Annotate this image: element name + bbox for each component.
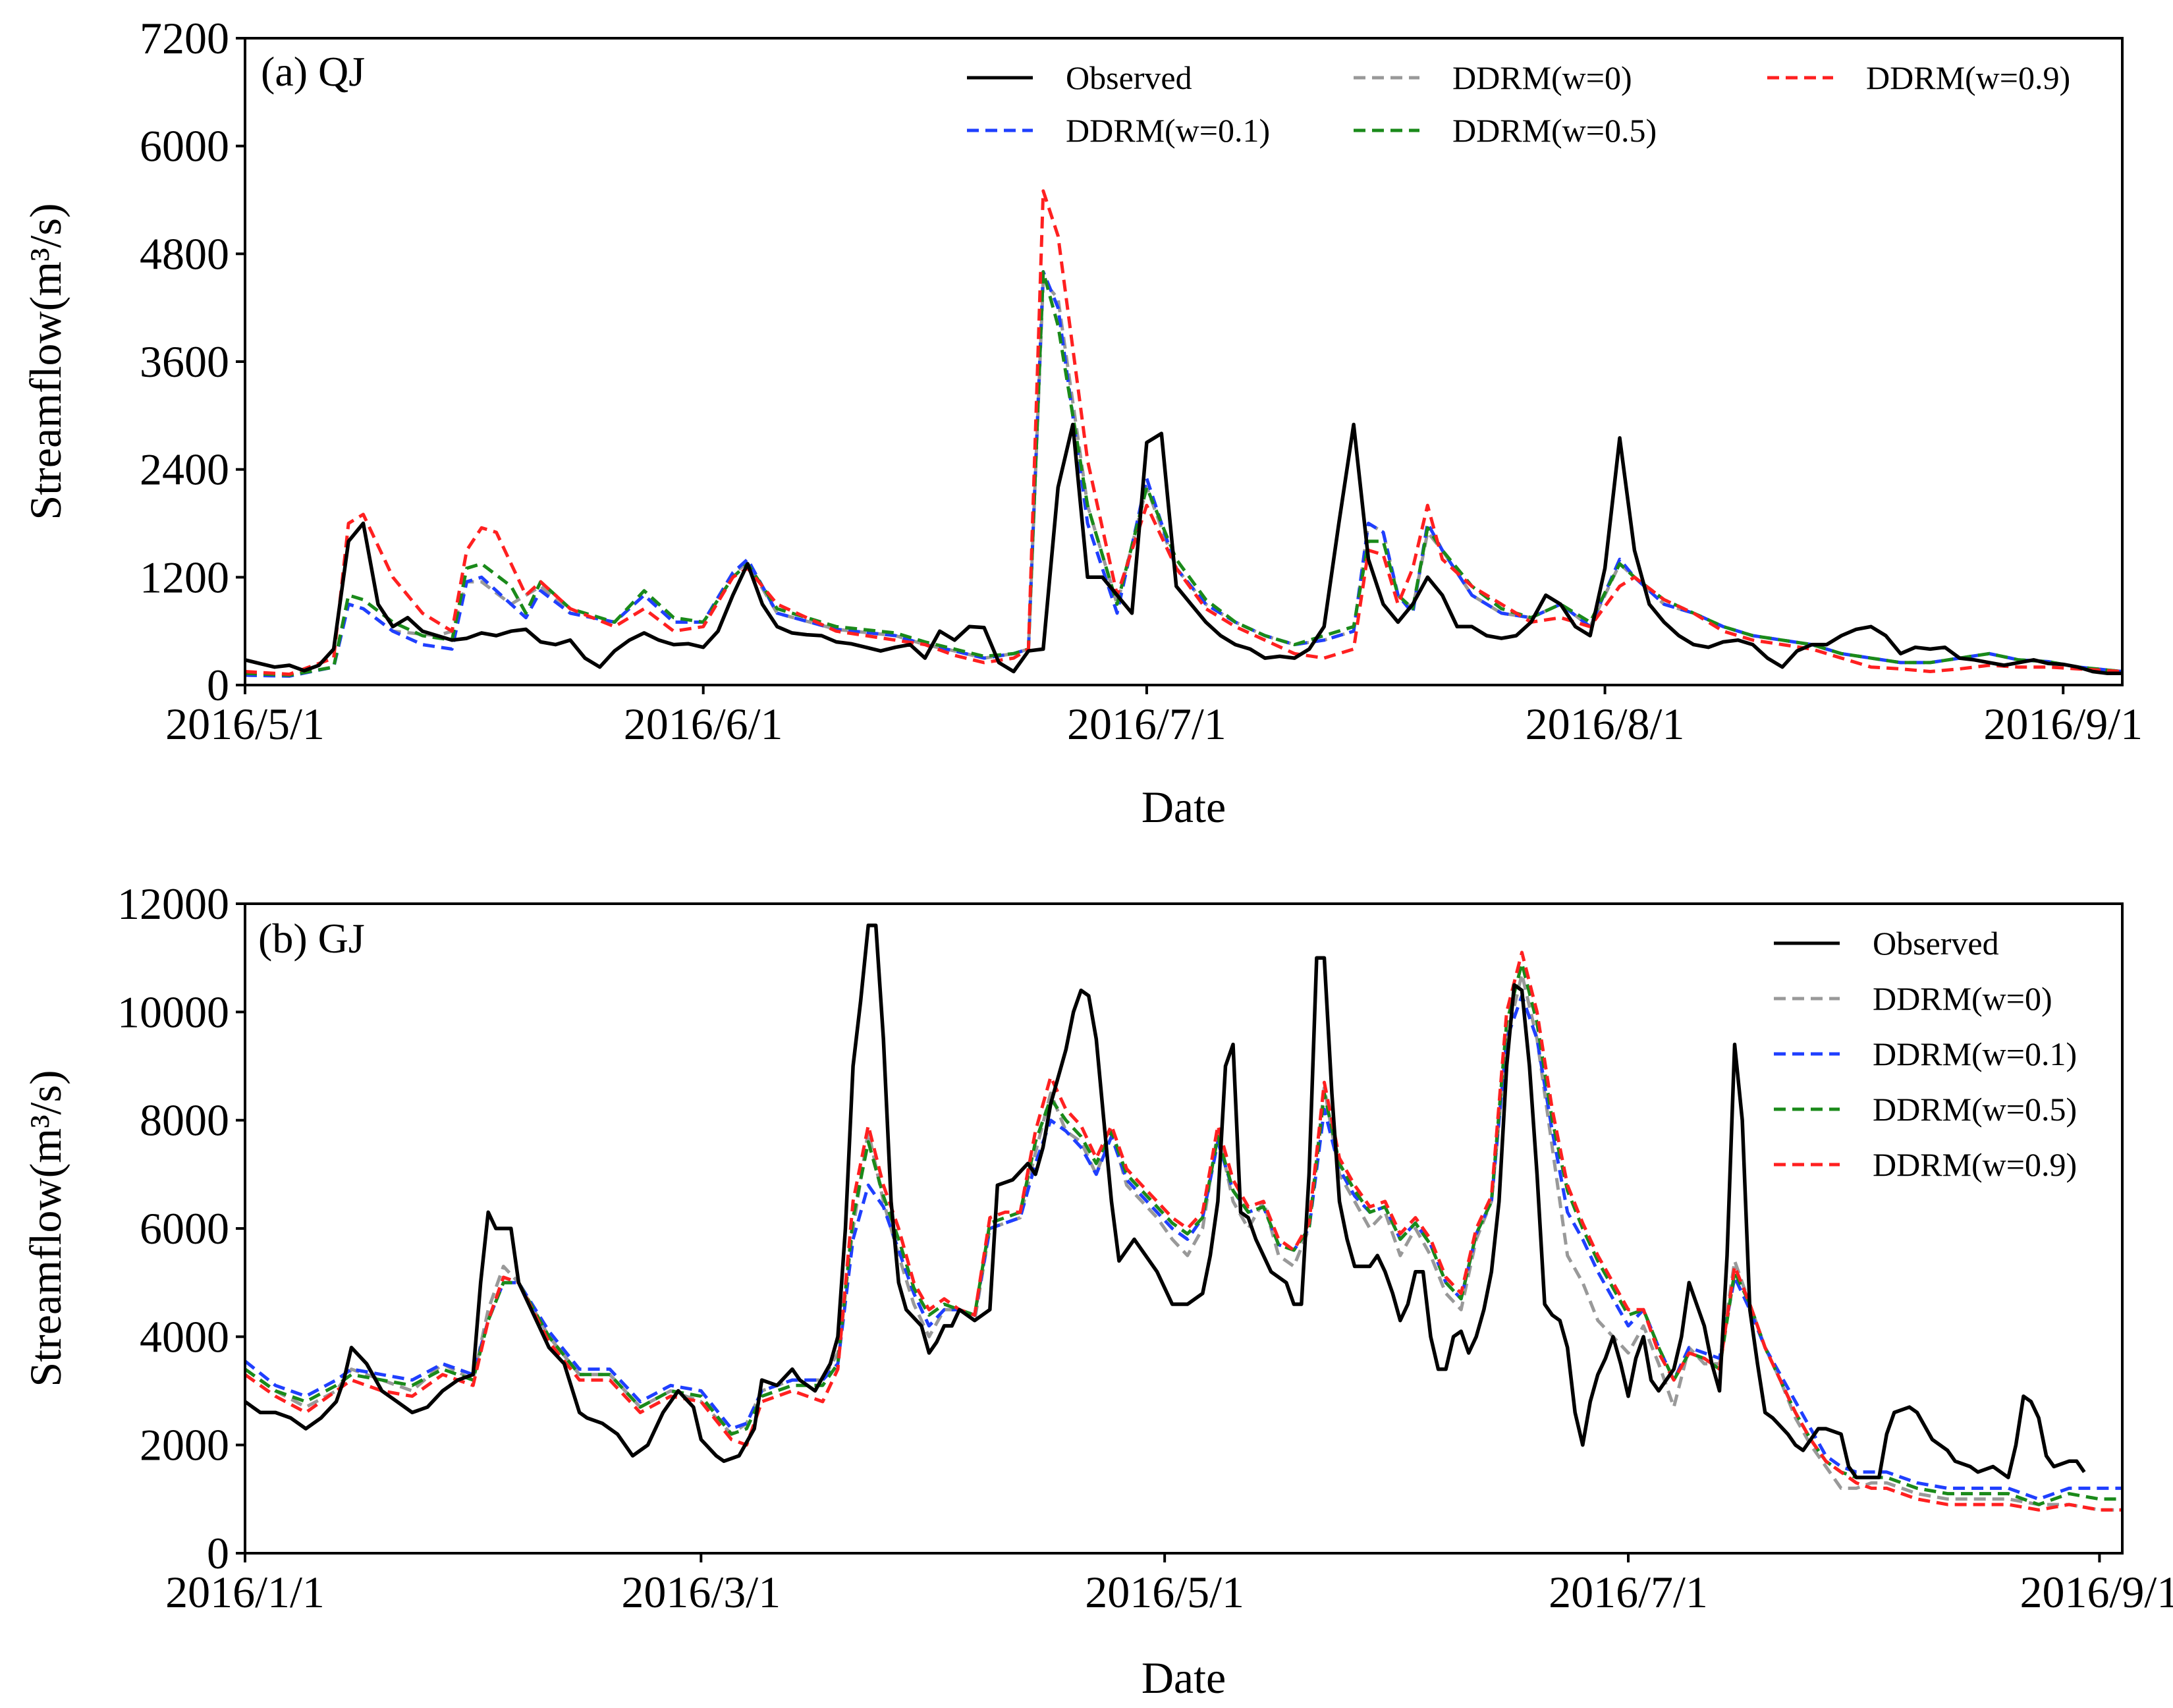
legend-item: DDRM(w=0.1) bbox=[1774, 1035, 2077, 1072]
series-ddrm-w-0-5-line bbox=[245, 270, 2122, 677]
panel-a-lines bbox=[245, 189, 2122, 678]
panel-a-frame bbox=[244, 37, 2124, 686]
x-tick-label: 2016/3/1 bbox=[621, 1567, 781, 1617]
panel-b-label: (b) GJ bbox=[258, 915, 365, 962]
x-tick-label: 2016/9/1 bbox=[1983, 699, 2143, 749]
x-tick-label: 2016/7/1 bbox=[1549, 1567, 1708, 1617]
y-tick-label: 7200 bbox=[140, 13, 229, 63]
legend-label: DDRM(w=0.1) bbox=[1873, 1035, 2077, 1072]
x-tick-label: 2016/9/1 bbox=[2020, 1567, 2173, 1617]
legend-label: DDRM(w=0.5) bbox=[1452, 112, 1657, 149]
series-ddrm-w-0-9-line bbox=[245, 950, 2122, 1512]
y-tick-label: 6000 bbox=[140, 121, 229, 171]
y-tick-label: 0 bbox=[207, 660, 229, 710]
legend-item: DDRM(w=0.9) bbox=[1767, 59, 2070, 96]
legend-item: DDRM(w=0) bbox=[1774, 980, 2052, 1017]
legend-label: Observed bbox=[1066, 59, 1192, 96]
legend-item: DDRM(w=0.1) bbox=[967, 112, 1270, 149]
legend-item: DDRM(w=0) bbox=[1354, 59, 1632, 96]
legend-item: Observed bbox=[967, 59, 1192, 96]
series-observed-line bbox=[245, 422, 2122, 676]
y-tick-label: 2000 bbox=[140, 1420, 229, 1470]
legend-label: DDRM(w=0.1) bbox=[1066, 112, 1270, 149]
panel-b-lines bbox=[245, 923, 2122, 1512]
legend-item: DDRM(w=0.5) bbox=[1354, 112, 1657, 149]
legend-item: DDRM(w=0.9) bbox=[1774, 1146, 2077, 1183]
series-ddrm-w-0-1-line bbox=[245, 994, 2122, 1501]
panel-a-legend: Observed DDRM(w=0) DDRM(w=0.1) DDRM(w=0.5) D… bbox=[967, 59, 2070, 149]
panel-a-x-title: Date bbox=[1142, 782, 1226, 832]
x-tick-label: 2016/8/1 bbox=[1526, 699, 1685, 749]
legend-label: DDRM(w=0) bbox=[1452, 59, 1632, 96]
panel-b-x-axis: 2016/1/1 2016/3/1 2016/5/1 2016/7/1 2016/9/1 bbox=[165, 1553, 2173, 1617]
x-tick-label: 2016/6/1 bbox=[624, 699, 783, 749]
y-tick-label: 2400 bbox=[140, 445, 229, 495]
series-observed-line bbox=[245, 923, 2086, 1479]
panel-a-x-axis: 2016/5/1 2016/6/1 2016/7/1 2016/8/1 2016/9/1 bbox=[165, 685, 2143, 749]
y-tick-label: 10000 bbox=[117, 987, 229, 1037]
panel-b-y-axis: 0 2000 4000 6000 8000 10000 12000 bbox=[117, 879, 245, 1578]
legend-label: DDRM(w=0) bbox=[1873, 980, 2052, 1017]
panel-a: 0 1200 2400 3600 4800 6000 7200 2016/5/1 2016/6… bbox=[20, 13, 2143, 832]
legend-label: DDRM(w=0.5) bbox=[1873, 1091, 2077, 1128]
legend-item: Observed bbox=[1774, 925, 1999, 962]
legend-label: DDRM(w=0.9) bbox=[1873, 1146, 2077, 1183]
legend-label: Observed bbox=[1873, 925, 1999, 962]
panel-b-legend: Observed DDRM(w=0) DDRM(w=0.1) DDRM(w=0.5) D… bbox=[1774, 925, 2077, 1183]
series-ddrm-w-0-line bbox=[245, 972, 2122, 1512]
x-tick-label: 2016/5/1 bbox=[1085, 1567, 1244, 1617]
y-tick-label: 12000 bbox=[117, 879, 229, 929]
series-ddrm-w-0-5-line bbox=[245, 961, 2122, 1506]
y-tick-label: 0 bbox=[207, 1528, 229, 1578]
legend-item: DDRM(w=0.5) bbox=[1774, 1091, 2077, 1128]
x-tick-label: 2016/1/1 bbox=[165, 1567, 325, 1617]
y-tick-label: 6000 bbox=[140, 1203, 229, 1253]
panel-a-label: (a) QJ bbox=[261, 48, 365, 95]
y-tick-label: 3600 bbox=[140, 337, 229, 387]
y-tick-label: 1200 bbox=[140, 552, 229, 602]
y-tick-label: 8000 bbox=[140, 1095, 229, 1145]
y-tick-label: 4000 bbox=[140, 1311, 229, 1362]
panel-a-y-title: Streamflow(m³/s) bbox=[20, 203, 70, 520]
legend-label: DDRM(w=0.9) bbox=[1866, 59, 2070, 96]
x-tick-label: 2016/5/1 bbox=[165, 699, 325, 749]
panel-b-y-title: Streamflow(m³/s) bbox=[20, 1070, 70, 1387]
panel-b-frame bbox=[244, 902, 2124, 1555]
series-ddrm-w-0-1-line bbox=[245, 270, 2122, 678]
panel-a-y-axis: 0 1200 2400 3600 4800 6000 7200 bbox=[140, 13, 245, 710]
y-tick-label: 4800 bbox=[140, 229, 229, 279]
x-tick-label: 2016/7/1 bbox=[1067, 699, 1226, 749]
panel-b-x-title: Date bbox=[1142, 1653, 1226, 1703]
series-ddrm-w-0-9-line bbox=[245, 189, 2122, 676]
